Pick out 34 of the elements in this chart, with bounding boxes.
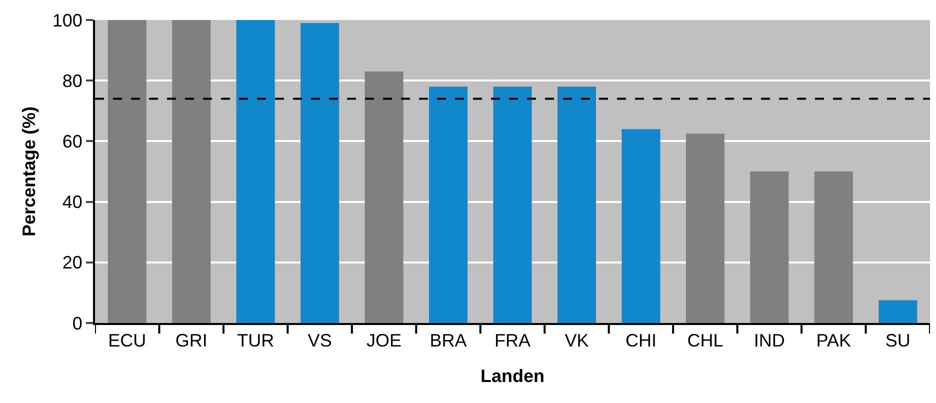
x-tick-label: PAK xyxy=(816,330,851,351)
y-tick-label: 100 xyxy=(52,10,82,30)
y-tick-label: 80 xyxy=(62,70,82,91)
x-tick-label: TUR xyxy=(237,330,274,351)
bar xyxy=(108,20,146,323)
bar xyxy=(493,86,532,323)
x-tick-label: FRA xyxy=(494,330,530,351)
y-tick-label: 0 xyxy=(72,313,82,334)
y-tick-label: 20 xyxy=(62,252,82,273)
x-axis-title: Landen xyxy=(480,366,545,386)
bar xyxy=(557,86,596,323)
bar xyxy=(750,172,789,323)
y-tick-label: 40 xyxy=(62,192,82,212)
x-tick-label: IND xyxy=(754,330,785,351)
bar xyxy=(300,23,340,323)
x-tick-label: VS xyxy=(308,330,332,351)
bar xyxy=(429,86,468,323)
x-tick-label: GRI xyxy=(175,330,208,351)
x-tick-label: CHI xyxy=(625,330,656,351)
x-tick-label: JOE xyxy=(366,330,402,351)
x-tick-label: ECU xyxy=(108,330,146,351)
y-axis-title: Percentage (%) xyxy=(19,106,40,237)
x-tick-label: SU xyxy=(885,330,910,351)
bar xyxy=(622,129,660,323)
bar xyxy=(364,72,404,323)
bar xyxy=(236,20,275,323)
bar xyxy=(686,134,724,323)
y-tick-label: 60 xyxy=(62,132,82,152)
bar xyxy=(878,300,918,323)
x-tick-label: BRA xyxy=(430,330,467,351)
x-tick-label: VK xyxy=(564,330,589,351)
bar xyxy=(172,20,211,323)
x-tick-label: CHL xyxy=(687,330,724,351)
bar xyxy=(814,172,853,323)
